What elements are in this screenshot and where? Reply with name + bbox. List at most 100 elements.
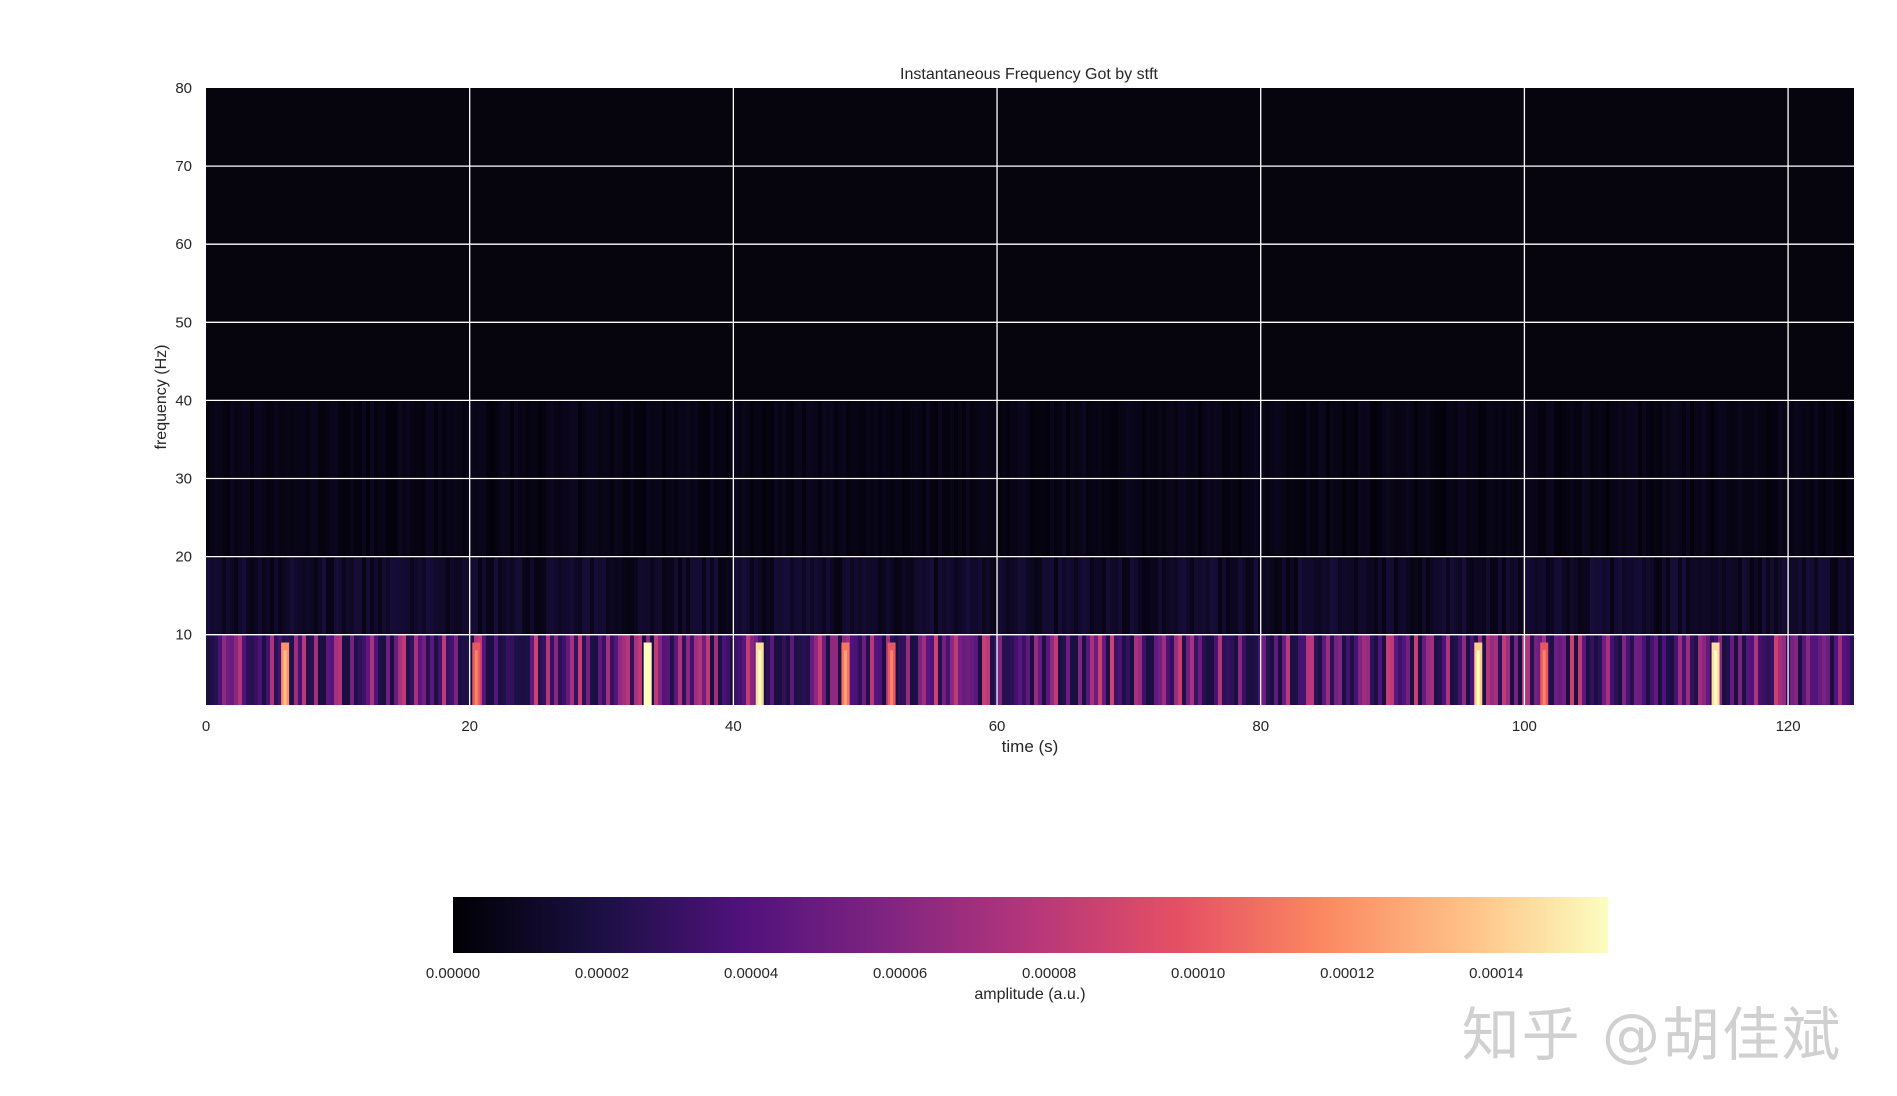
spectrogram-cell bbox=[310, 634, 314, 705]
spectrogram-cell bbox=[1726, 634, 1730, 705]
spectrogram-cell bbox=[446, 556, 450, 635]
y-axis-label: frequency (Hz) bbox=[153, 345, 170, 450]
spectrogram-cell bbox=[1610, 634, 1614, 705]
colorbar-tick-label: 0.00014 bbox=[1469, 965, 1523, 982]
spectrogram-cell bbox=[1530, 556, 1534, 635]
spectrogram-cell bbox=[1254, 634, 1258, 705]
spectrogram-cell bbox=[1386, 556, 1390, 635]
spectrogram-cell bbox=[958, 556, 962, 635]
spectrogram-cell bbox=[550, 556, 554, 635]
spectrogram-cell bbox=[842, 556, 846, 635]
spectrogram-cell bbox=[850, 556, 854, 635]
spectrogram-cell bbox=[1470, 556, 1474, 635]
spectrogram-cell bbox=[538, 556, 542, 635]
spectrogram-cell bbox=[382, 634, 386, 705]
spectrogram-cell bbox=[1106, 556, 1110, 635]
spectrogram-cell bbox=[954, 634, 958, 705]
spectrogram-cell bbox=[1750, 556, 1754, 635]
spectrogram-cell bbox=[342, 556, 346, 635]
spectrogram-cell bbox=[458, 634, 462, 705]
spectrogram-cell bbox=[1050, 556, 1054, 635]
spectrogram-cell bbox=[862, 556, 866, 635]
spectrogram-cell bbox=[882, 556, 886, 635]
spectrogram-cell bbox=[1454, 634, 1458, 705]
spectrogram-cell bbox=[618, 634, 622, 705]
spectrogram-cell bbox=[290, 634, 294, 705]
spectrogram-cell bbox=[706, 634, 710, 705]
spectrogram-cell bbox=[446, 634, 450, 705]
spectrogram-cell bbox=[362, 634, 366, 705]
spectrogram-cell bbox=[958, 634, 962, 705]
spectrogram-cell bbox=[806, 634, 810, 705]
spectrogram-cell bbox=[442, 634, 446, 705]
spectrogram-cell bbox=[1026, 634, 1030, 705]
spectrogram-cell bbox=[370, 634, 374, 705]
spectrogram-cell bbox=[1578, 634, 1582, 705]
spectrogram-cell bbox=[1026, 556, 1030, 635]
spectrogram-cell bbox=[518, 634, 522, 705]
spectrogram-cell bbox=[1246, 556, 1250, 635]
spectrogram-cell bbox=[258, 556, 262, 635]
spectrogram-cell bbox=[390, 556, 394, 635]
spectrogram-cell bbox=[1138, 556, 1142, 635]
spectrogram-cell bbox=[402, 556, 406, 635]
spectrogram-cell bbox=[1238, 556, 1242, 635]
spectrogram-cell bbox=[554, 556, 558, 635]
spectrogram-cell bbox=[926, 556, 930, 635]
spectrogram-cell bbox=[1134, 556, 1138, 635]
spectrogram-cell bbox=[1430, 634, 1434, 705]
spectrogram-cell bbox=[1366, 556, 1370, 635]
spectrogram-cell bbox=[270, 634, 274, 705]
spectrogram-cell bbox=[1778, 556, 1782, 635]
spectrogram-cell bbox=[1382, 634, 1386, 705]
colorbar-tick-label: 0.00006 bbox=[873, 965, 927, 982]
spectrogram-cell bbox=[678, 634, 682, 705]
spectrogram-cell bbox=[1642, 556, 1646, 635]
spectrogram-cell bbox=[1182, 634, 1186, 705]
spectrogram-cell bbox=[582, 556, 586, 635]
spectrogram-cell bbox=[318, 556, 322, 635]
spectrogram-cell bbox=[1030, 556, 1034, 635]
spectrogram-cell bbox=[1274, 556, 1278, 635]
spectrogram-cell bbox=[526, 556, 530, 635]
spectrogram-cell bbox=[678, 556, 682, 635]
spectrogram-cell bbox=[810, 556, 814, 635]
spectrogram-cell bbox=[506, 634, 510, 705]
spectrogram-cell bbox=[226, 634, 230, 705]
spectrogram-cell bbox=[978, 634, 982, 705]
spectrogram-cell bbox=[290, 556, 294, 635]
spectrogram-cell bbox=[1838, 556, 1842, 635]
spectrogram-cell bbox=[826, 634, 830, 705]
spectrogram-cell bbox=[362, 556, 366, 635]
spectrogram-cell bbox=[634, 556, 638, 635]
spectrogram-cell bbox=[1738, 556, 1742, 635]
spectrogram-cell bbox=[798, 556, 802, 635]
spectrogram-cell bbox=[1218, 634, 1222, 705]
spectrogram-cell bbox=[238, 556, 242, 635]
spectrogram-cell bbox=[1686, 556, 1690, 635]
spectrogram-cell bbox=[394, 634, 398, 705]
spectrogram-cell bbox=[774, 634, 778, 705]
spectrogram-cell bbox=[1458, 634, 1462, 705]
spectrogram-cell bbox=[1410, 556, 1414, 635]
spectrogram-cell bbox=[1242, 634, 1246, 705]
spectrogram-cell bbox=[698, 634, 702, 705]
spectrogram-cell bbox=[562, 634, 566, 705]
y-tick-label: 50 bbox=[175, 314, 192, 331]
spectrogram-cell bbox=[1070, 634, 1074, 705]
spectrogram-cell bbox=[854, 556, 858, 635]
spectrogram-event-core bbox=[758, 650, 762, 705]
spectrogram-cell bbox=[386, 634, 390, 705]
spectrogram-cell bbox=[810, 634, 814, 705]
spectrogram-cell bbox=[1802, 556, 1806, 635]
spectrogram-cell bbox=[210, 556, 214, 635]
y-tick-label: 20 bbox=[175, 549, 192, 566]
spectrogram-cell bbox=[998, 556, 1002, 635]
spectrogram-cell bbox=[1430, 556, 1434, 635]
spectrogram-cell bbox=[1418, 556, 1422, 635]
spectrogram-cell bbox=[1038, 556, 1042, 635]
spectrogram-cell bbox=[1090, 556, 1094, 635]
spectrogram-cell bbox=[338, 634, 342, 705]
spectrogram-event-core bbox=[1542, 650, 1546, 705]
spectrogram-cell bbox=[546, 556, 550, 635]
